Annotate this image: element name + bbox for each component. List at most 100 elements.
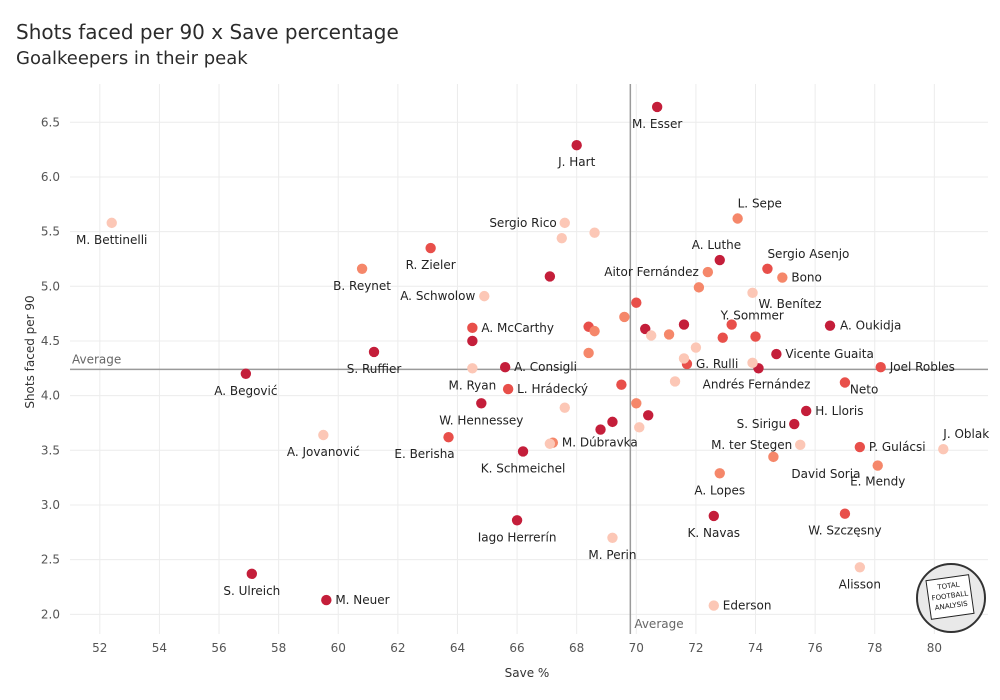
x-tick-label: 54 — [152, 641, 167, 655]
data-point — [607, 532, 618, 543]
total-football-analysis-logo: TOTAL FOOTBALL ANALYSIS — [916, 563, 986, 633]
data-point — [467, 363, 478, 374]
data-point — [589, 227, 600, 238]
point-label: Neto — [850, 383, 878, 397]
point-label: L. Sepe — [738, 196, 782, 210]
data-point — [583, 347, 594, 359]
x-tick-label: 76 — [807, 641, 822, 655]
data-point — [631, 398, 642, 409]
point-label: S. Ruffier — [347, 362, 402, 376]
point-label: M. Ryan — [449, 378, 497, 392]
point-label: S. Ulreich — [223, 584, 280, 598]
x-tick-label: 70 — [629, 641, 644, 655]
data-point — [717, 332, 728, 343]
x-average-label: Average — [634, 617, 683, 631]
data-point — [747, 287, 758, 299]
data-point — [938, 444, 949, 455]
data-point — [616, 379, 627, 390]
y-average-label: Average — [72, 352, 121, 366]
data-point — [875, 362, 886, 373]
x-tick-label: 68 — [569, 641, 584, 655]
data-point — [732, 213, 743, 224]
data-point — [634, 422, 645, 433]
point-label: Andrés Fernández — [703, 377, 811, 391]
point-label: M. Bettinelli — [76, 233, 147, 247]
point-label: L. Hrádecký — [517, 382, 588, 396]
data-point — [517, 446, 529, 457]
x-tick-label: 52 — [92, 641, 107, 655]
data-point — [643, 410, 654, 421]
data-points — [106, 101, 949, 611]
data-point — [771, 348, 782, 360]
data-point — [476, 398, 487, 409]
data-point — [595, 424, 606, 435]
point-label: David Soria — [791, 467, 860, 481]
y-tick-label: 2.5 — [41, 553, 60, 567]
data-point — [708, 600, 719, 611]
point-label: A. Oukidja — [840, 319, 901, 333]
data-point — [708, 510, 719, 522]
chart-title: Shots faced per 90 x Save percentage — [16, 20, 399, 44]
data-point — [762, 263, 773, 274]
point-label: Aitor Fernández — [604, 265, 699, 279]
point-label: W. Benítez — [759, 297, 822, 311]
data-point — [544, 438, 556, 449]
data-point — [368, 346, 380, 358]
data-point — [726, 319, 737, 330]
point-label: A. Luthe — [692, 238, 741, 252]
point-label: J. Hart — [557, 155, 595, 169]
point-label: M. ter Stegen — [711, 438, 792, 452]
data-point — [693, 282, 705, 293]
data-point — [702, 266, 714, 278]
y-tick-label: 4.0 — [41, 389, 60, 403]
data-point — [479, 290, 490, 302]
point-label: B. Reynet — [333, 279, 391, 293]
data-point — [663, 329, 675, 340]
point-label: K. Schmeichel — [481, 461, 566, 475]
data-point — [768, 451, 779, 463]
data-point — [544, 271, 556, 282]
data-point — [356, 263, 368, 274]
y-tick-label: 6.5 — [41, 115, 60, 129]
data-point — [750, 331, 761, 342]
y-tick-label: 3.5 — [41, 443, 60, 457]
y-tick-label: 5.0 — [41, 279, 60, 293]
point-label: Bono — [791, 271, 822, 285]
point-label: A. Jovanović — [287, 445, 360, 459]
x-tick-label: 60 — [331, 641, 346, 655]
data-point — [839, 377, 851, 388]
data-point — [240, 368, 252, 379]
y-tick-label: 4.5 — [41, 334, 60, 348]
x-tick-label: 66 — [509, 641, 524, 655]
point-label: Alisson — [839, 577, 881, 591]
point-label: M. Esser — [632, 117, 682, 131]
x-tick-label: 58 — [271, 641, 286, 655]
data-point — [467, 335, 478, 347]
x-tick-label: 64 — [450, 641, 465, 655]
point-label: Ederson — [723, 599, 772, 613]
point-label: E. Berisha — [394, 447, 454, 461]
point-label: R. Zieler — [406, 258, 456, 272]
x-tick-label: 56 — [211, 641, 226, 655]
data-point — [872, 460, 883, 471]
point-label: K. Navas — [688, 526, 741, 540]
data-point — [669, 376, 681, 387]
data-point — [502, 383, 514, 395]
data-point — [499, 362, 511, 373]
data-point — [467, 322, 478, 334]
data-point — [789, 418, 800, 430]
point-label: A. Consigli — [514, 360, 577, 374]
point-label: Sergio Asenjo — [767, 247, 849, 261]
data-point — [678, 353, 690, 364]
point-label: W. Szczęsny — [808, 524, 881, 538]
axis-ticks: 52 54 56 58 60 62 64 66 68 70 72 74 76 78 80 2.0 2.5 3.0 3… — [41, 115, 942, 655]
chart-subtitle: Goalkeepers in their peak — [16, 48, 248, 69]
data-point — [777, 272, 788, 283]
average-reference-lines: Average Average — [70, 84, 988, 634]
point-label: Vicente Guaita — [785, 347, 873, 361]
data-point — [246, 568, 258, 580]
y-tick-label: 2.0 — [41, 607, 60, 621]
data-point — [511, 515, 523, 526]
data-point — [678, 319, 690, 330]
